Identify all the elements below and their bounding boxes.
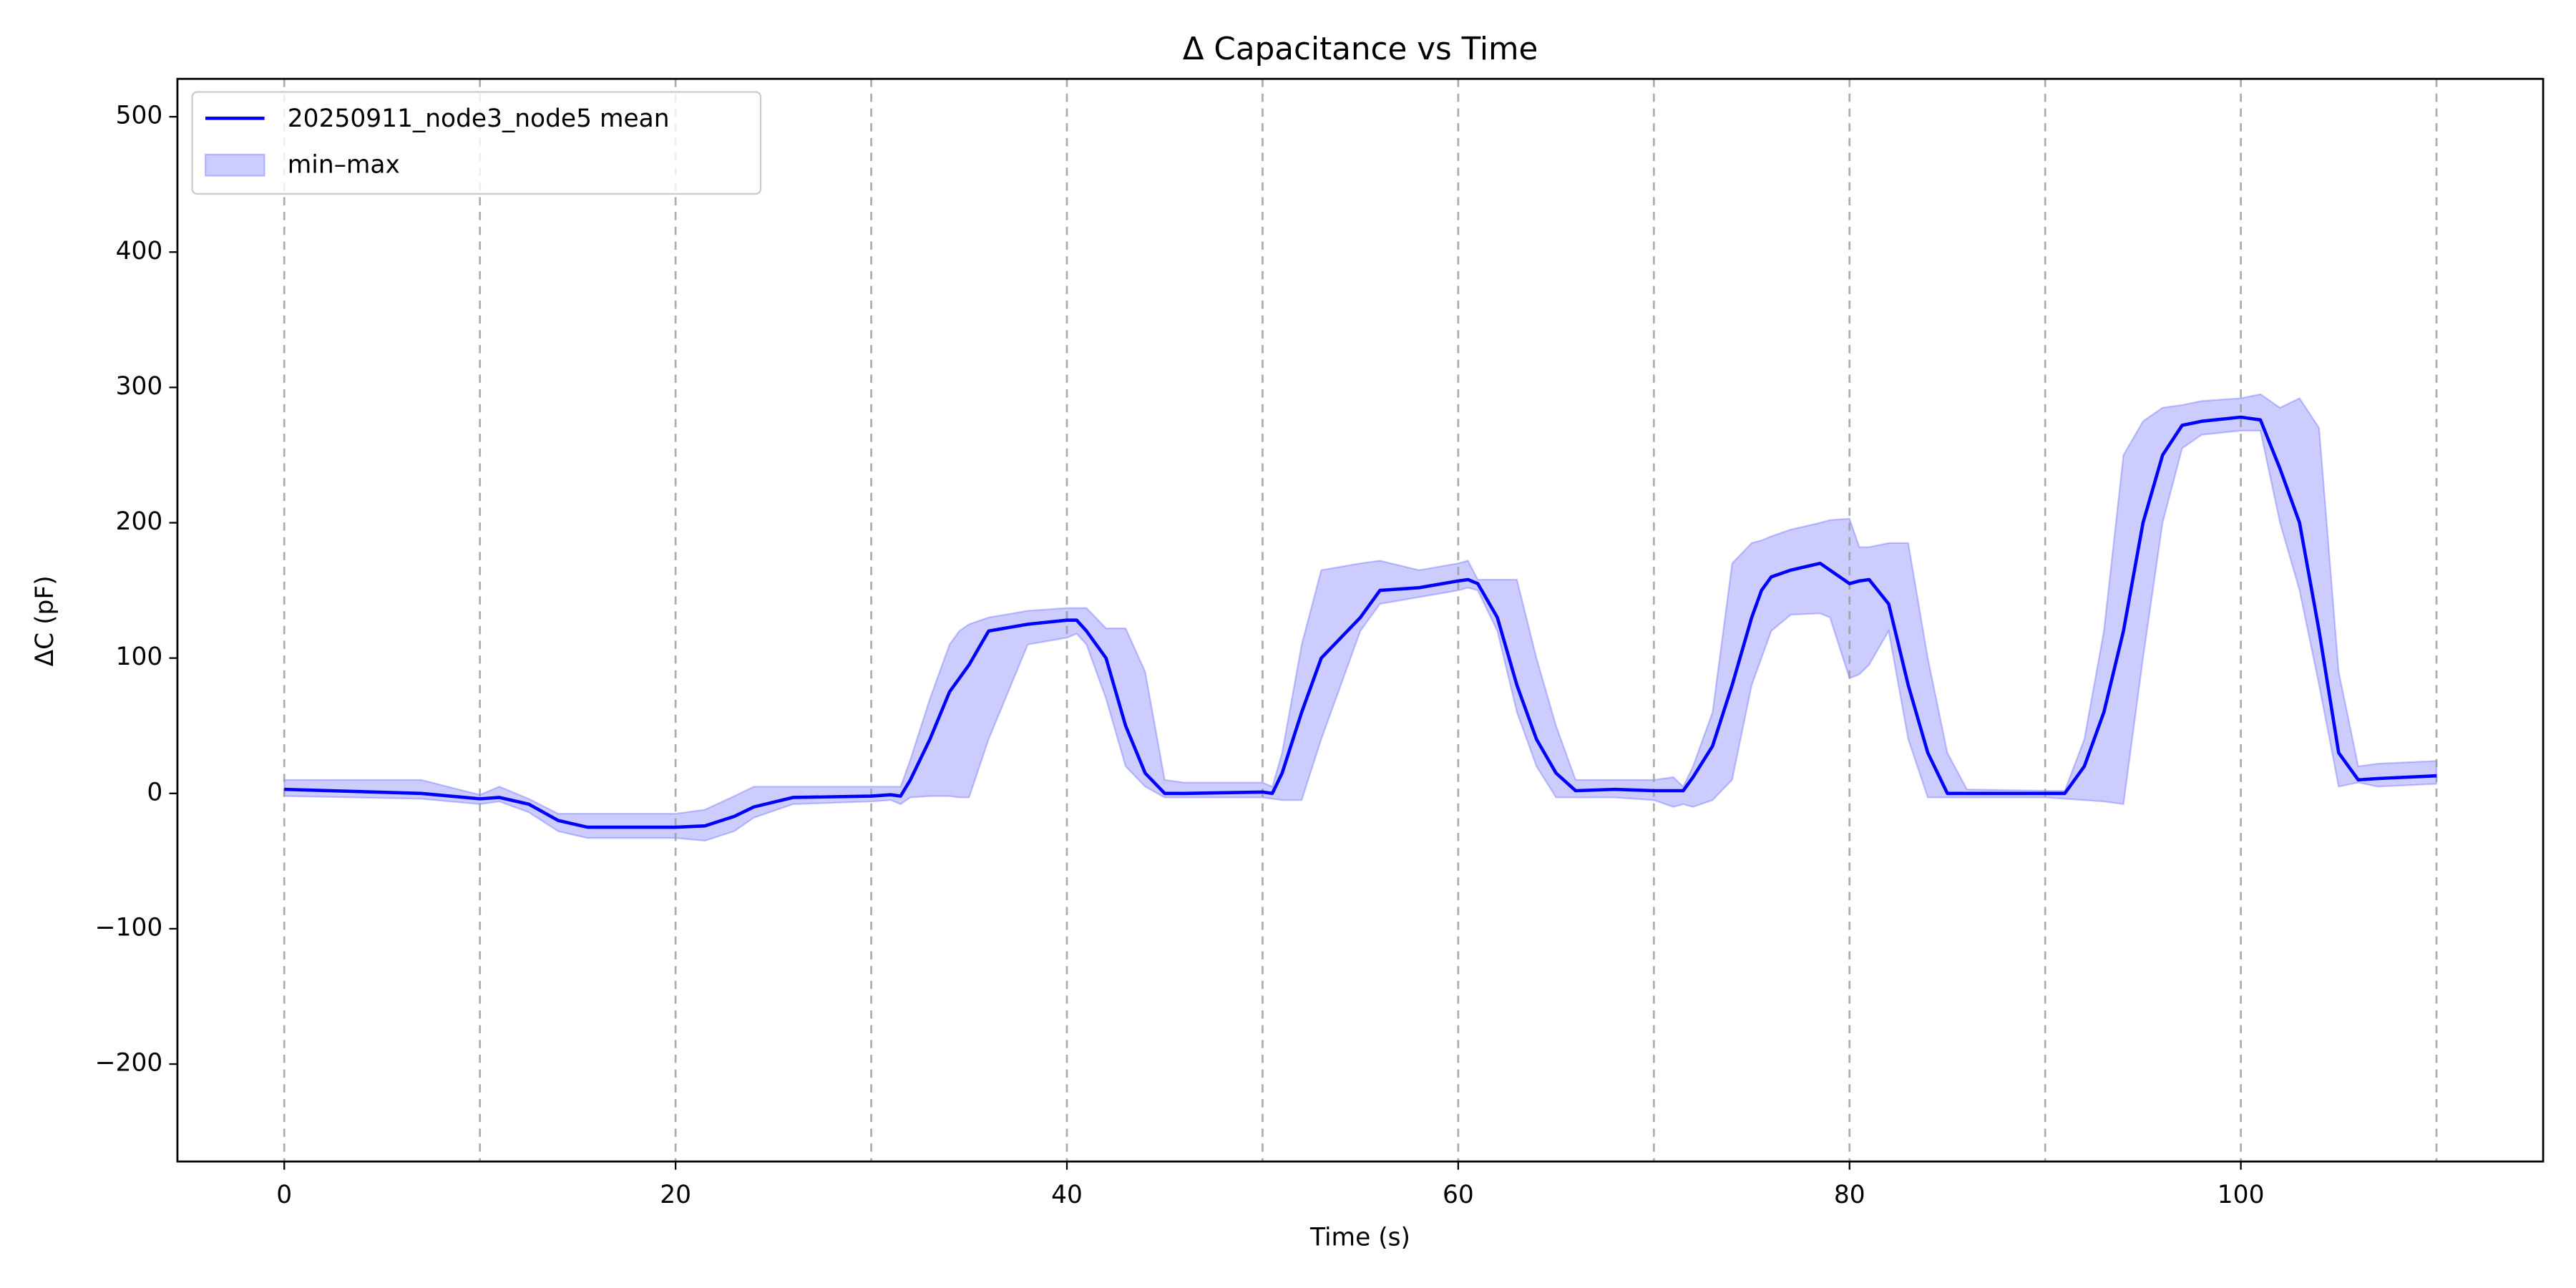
y-axis-label: ΔC (pF) [31, 575, 59, 666]
plot-frame [176, 77, 2545, 1163]
legend-label: 20250911_node3_node5 mean [288, 104, 670, 133]
y-tick-label: 300 [116, 372, 163, 401]
x-tick-label: 100 [2218, 1181, 2265, 1209]
x-tick-label: 0 [276, 1181, 292, 1209]
x-axis-label: Time (s) [1309, 1224, 1410, 1252]
mean-line [284, 415, 2437, 829]
legend-patch [204, 153, 265, 177]
x-tick-label: 20 [660, 1181, 691, 1209]
y-tick-label: 400 [116, 237, 163, 265]
legend-box [191, 91, 762, 195]
chart-title: Δ Capacitance vs Time [1183, 31, 1538, 67]
x-tick-label: 80 [1834, 1181, 1865, 1209]
y-tick-label: −200 [95, 1049, 163, 1078]
x-tick-label: 60 [1443, 1181, 1474, 1209]
legend-label: min–max [288, 150, 400, 179]
y-tick-label: 0 [147, 778, 162, 806]
y-tick-label: 100 [116, 643, 163, 671]
y-tick-label: −100 [95, 913, 163, 942]
x-tick-label: 40 [1051, 1181, 1083, 1209]
y-tick-label: 200 [116, 507, 163, 536]
y-tick-label: 500 [116, 102, 163, 130]
